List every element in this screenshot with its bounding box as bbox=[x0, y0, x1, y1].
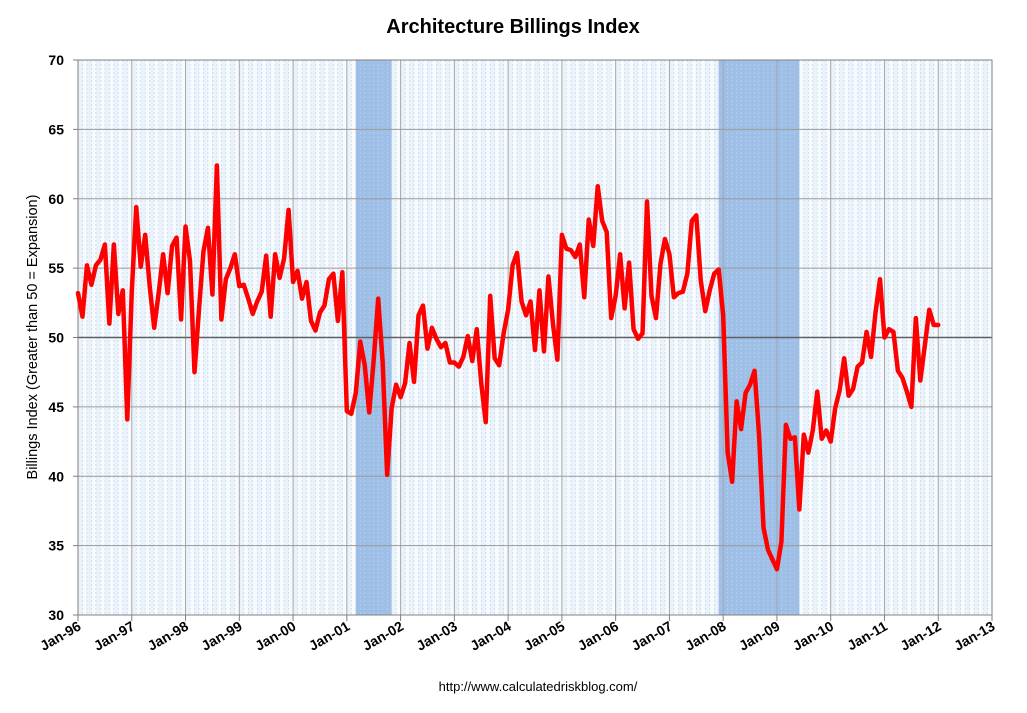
x-tick-label: Jan-10 bbox=[790, 618, 837, 654]
abi-series-line bbox=[75, 163, 941, 572]
x-tick-label: Jan-11 bbox=[844, 618, 890, 654]
x-tick-label: Jan-03 bbox=[413, 618, 460, 654]
x-tick-label: Jan-99 bbox=[198, 618, 245, 654]
x-tick-label: Jan-96 bbox=[37, 618, 84, 654]
x-tick-label: Jan-09 bbox=[736, 618, 783, 654]
y-tick-label: 45 bbox=[48, 399, 64, 415]
x-tick-label: Jan-00 bbox=[252, 618, 299, 654]
y-tick-label: 55 bbox=[48, 260, 64, 276]
x-tick-label: Jan-97 bbox=[91, 618, 138, 654]
y-tick-label: 40 bbox=[48, 468, 64, 484]
y-tick-label: 35 bbox=[48, 538, 64, 554]
x-tick-label: Jan-98 bbox=[145, 618, 192, 654]
y-tick-label: 65 bbox=[48, 121, 64, 137]
x-tick-label: Jan-13 bbox=[951, 618, 998, 654]
y-tick-label: 60 bbox=[48, 191, 64, 207]
x-tick-label: Jan-05 bbox=[521, 618, 568, 654]
chart-title: Architecture Billings Index bbox=[386, 16, 639, 38]
y-tick-label: 30 bbox=[48, 607, 64, 623]
y-tick-label: 50 bbox=[48, 330, 64, 346]
x-tick-label: Jan-08 bbox=[682, 618, 729, 654]
source-url[interactable]: http://www.calculatedriskblog.com/ bbox=[439, 679, 638, 694]
y-axis-label: Billings Index (Greater than 50 = Expans… bbox=[25, 195, 41, 480]
x-tick-label: Jan-04 bbox=[467, 618, 514, 654]
x-tick-label: Jan-12 bbox=[897, 618, 944, 654]
x-tick-label: Jan-01 bbox=[306, 618, 353, 654]
x-tick-label: Jan-02 bbox=[360, 618, 407, 654]
x-tick-label: Jan-07 bbox=[628, 618, 675, 654]
y-tick-label: 70 bbox=[48, 52, 64, 68]
x-tick-label: Jan-06 bbox=[575, 618, 622, 654]
